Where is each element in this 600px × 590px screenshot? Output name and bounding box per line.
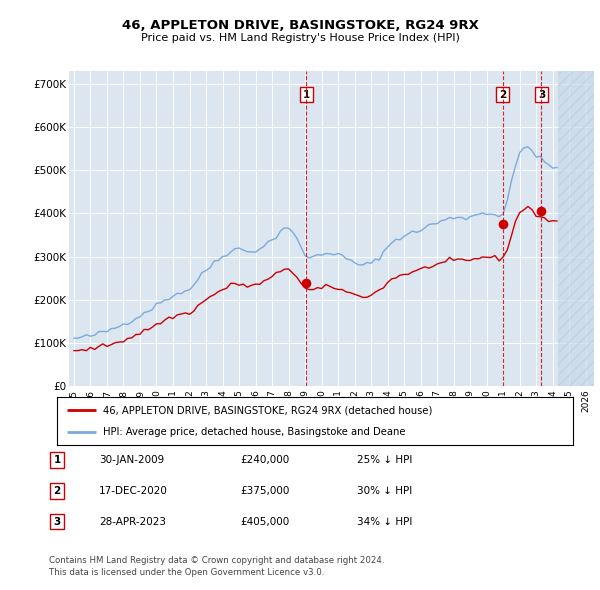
Text: 30% ↓ HPI: 30% ↓ HPI	[357, 486, 412, 496]
Text: 1: 1	[53, 455, 61, 465]
Text: 46, APPLETON DRIVE, BASINGSTOKE, RG24 9RX: 46, APPLETON DRIVE, BASINGSTOKE, RG24 9R…	[122, 19, 478, 32]
Text: 2: 2	[53, 486, 61, 496]
Text: Price paid vs. HM Land Registry's House Price Index (HPI): Price paid vs. HM Land Registry's House …	[140, 34, 460, 43]
Text: 25% ↓ HPI: 25% ↓ HPI	[357, 455, 412, 465]
Text: 34% ↓ HPI: 34% ↓ HPI	[357, 517, 412, 526]
Text: 3: 3	[538, 90, 545, 100]
Text: 17-DEC-2020: 17-DEC-2020	[99, 486, 168, 496]
Text: 46, APPLETON DRIVE, BASINGSTOKE, RG24 9RX (detached house): 46, APPLETON DRIVE, BASINGSTOKE, RG24 9R…	[103, 405, 433, 415]
Text: 30-JAN-2009: 30-JAN-2009	[99, 455, 164, 465]
Text: 3: 3	[53, 517, 61, 526]
Text: £375,000: £375,000	[240, 486, 289, 496]
Text: 2: 2	[499, 90, 506, 100]
Text: 28-APR-2023: 28-APR-2023	[99, 517, 166, 526]
Bar	[557, 71, 594, 386]
Text: £240,000: £240,000	[240, 455, 289, 465]
Text: This data is licensed under the Open Government Licence v3.0.: This data is licensed under the Open Gov…	[49, 568, 325, 577]
Text: HPI: Average price, detached house, Basingstoke and Deane: HPI: Average price, detached house, Basi…	[103, 427, 406, 437]
Text: 1: 1	[303, 90, 310, 100]
Text: Contains HM Land Registry data © Crown copyright and database right 2024.: Contains HM Land Registry data © Crown c…	[49, 556, 385, 565]
Text: £405,000: £405,000	[240, 517, 289, 526]
